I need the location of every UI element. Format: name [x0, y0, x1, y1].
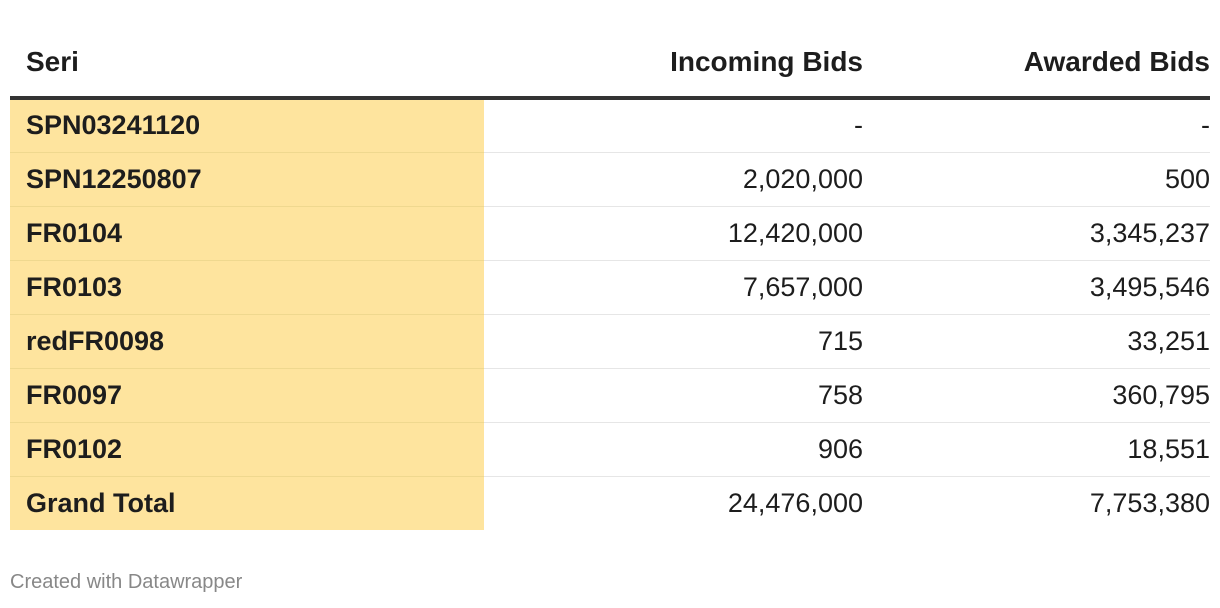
cell-seri: FR0103 [10, 260, 484, 315]
cell-incoming-bids: 12,420,000 [484, 206, 863, 261]
cell-seri: FR0102 [10, 422, 484, 477]
cell-seri: SPN12250807 [10, 152, 484, 207]
cell-awarded-bids: 7,753,380 [1089, 487, 1210, 518]
table-row: FR0102 906 18,551 [10, 422, 1210, 477]
table-row: FR0097 758 360,795 [10, 368, 1210, 423]
cell-awarded-bids: 33,251 [863, 314, 1210, 369]
cell-awarded-bids: 360,795 [863, 368, 1210, 423]
table-body: SPN03241120- - SPN12250807 2,020,000 500 FR01… [10, 98, 1210, 530]
cell-incoming-bids: 7,657,000 [484, 260, 863, 315]
column-header-seri[interactable]: Seri [10, 28, 484, 100]
table-row: FR0104 12,420,000 3,345,237 [10, 206, 1210, 261]
cell-awarded-bids: 500 [863, 152, 1210, 207]
cell-incoming-bids: 758 [484, 368, 863, 423]
column-header-incoming-bids[interactable]: Incoming Bids [484, 28, 863, 100]
data-table: Seri Incoming Bids Awarded Bids SPN03241… [10, 28, 1210, 530]
cell-seri: redFR0098 [10, 314, 484, 369]
cell-incoming-bids: 24,476,000 [727, 487, 863, 518]
column-header-awarded-bids[interactable]: Awarded Bids [863, 28, 1210, 100]
cell-awarded-bids: 3,345,237 [863, 206, 1210, 261]
cell-seri: SPN03241120 [10, 98, 484, 153]
datawrapper-credit: Created with Datawrapper [10, 571, 243, 593]
table-row: redFR0098 715 33,251 [10, 314, 1210, 369]
cell-awarded-bids: 3,495,546 [863, 260, 1210, 315]
cell-seri: Grand Total [10, 476, 484, 530]
cell-incoming-bids: 2,020,000 [484, 152, 863, 207]
cell-awarded-bids: - [863, 98, 1210, 153]
table-row: Grand Total 24,476,000 7,753,380 [10, 476, 1210, 530]
cell-incoming-bids: 906 [484, 422, 863, 477]
cell-incoming-bids: - [484, 98, 863, 153]
cell-seri: FR0104 [10, 206, 484, 261]
cell-seri: FR0097 [10, 368, 484, 423]
table-row: SPN12250807 2,020,000 500 [10, 152, 1210, 207]
table-header-row: Seri Incoming Bids Awarded Bids [10, 28, 1210, 100]
table-row: SPN03241120- - [10, 98, 1210, 153]
cell-awarded-bids: 18,551 [863, 422, 1210, 477]
data-table-container: Seri Incoming Bids Awarded Bids SPN03241… [10, 28, 1210, 530]
cell-incoming-bids: 715 [484, 314, 863, 369]
table-row: FR0103 7,657,000 3,495,546 [10, 260, 1210, 315]
